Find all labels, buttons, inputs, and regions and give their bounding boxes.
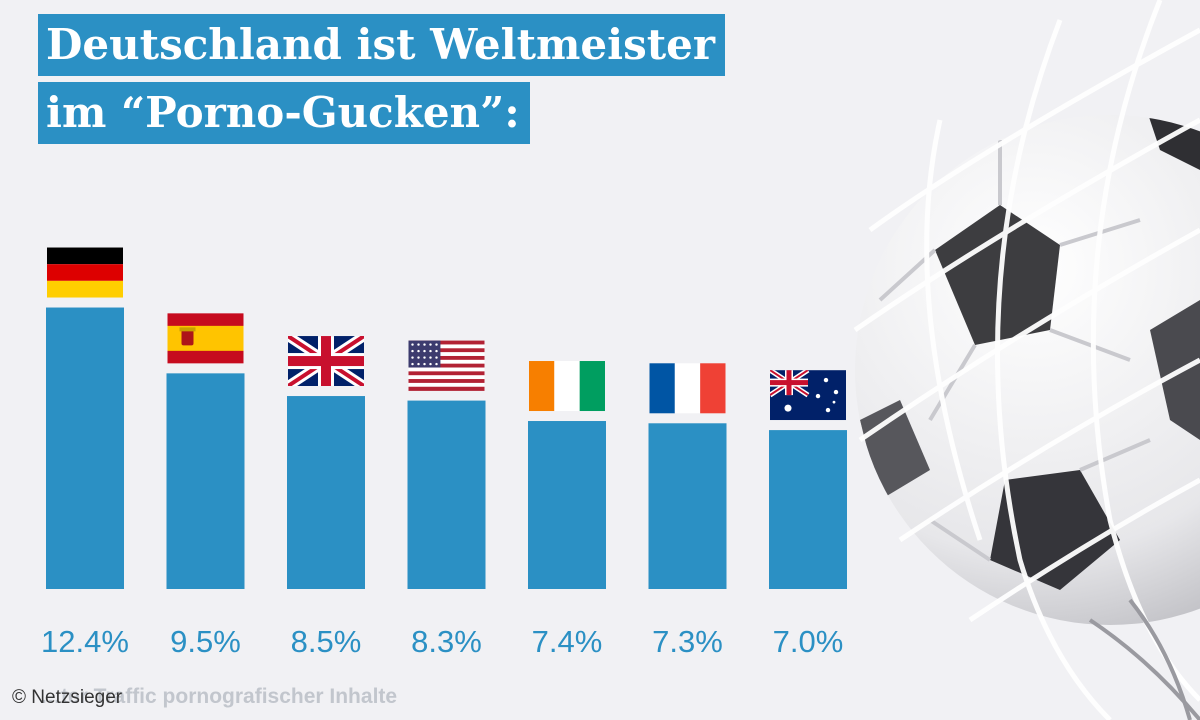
flag-ivory-coast-icon [529,361,605,412]
value-label: 7.0% [773,624,844,659]
flag-spain-icon [167,313,244,364]
value-label: 8.5% [291,624,362,659]
flag-germany-icon [47,247,123,298]
bar-spain [166,373,245,589]
value-label: 12.4% [41,624,129,659]
bar-ivory-coast [528,421,606,589]
value-label: 9.5% [170,624,241,659]
flag-australia-icon [770,370,846,421]
bar-usa [407,400,486,589]
value-label: 7.4% [532,624,603,659]
bar-australia [769,430,847,589]
source-caption: …ter Traffic pornografischer Inhalte [40,685,398,708]
bar-germany [46,307,124,589]
flag-usa-icon [408,340,485,391]
bar-united-kingdom [287,396,365,589]
bar-france [648,423,727,589]
flag-france-icon [649,363,726,414]
title-line-2: im “Porno-Gucken”: [38,82,530,144]
title-line-1: Deutschland ist Weltmeister [38,14,725,76]
flag-uk-icon [288,336,364,387]
value-label: 7.3% [652,624,723,659]
bar-chart: 12.4% 9.5% 8.5% 8.3% 7.4% 7.3% 7.0% [41,247,847,659]
copyright-credit: © Netzsieger [12,687,123,708]
value-label: 8.3% [411,624,482,659]
